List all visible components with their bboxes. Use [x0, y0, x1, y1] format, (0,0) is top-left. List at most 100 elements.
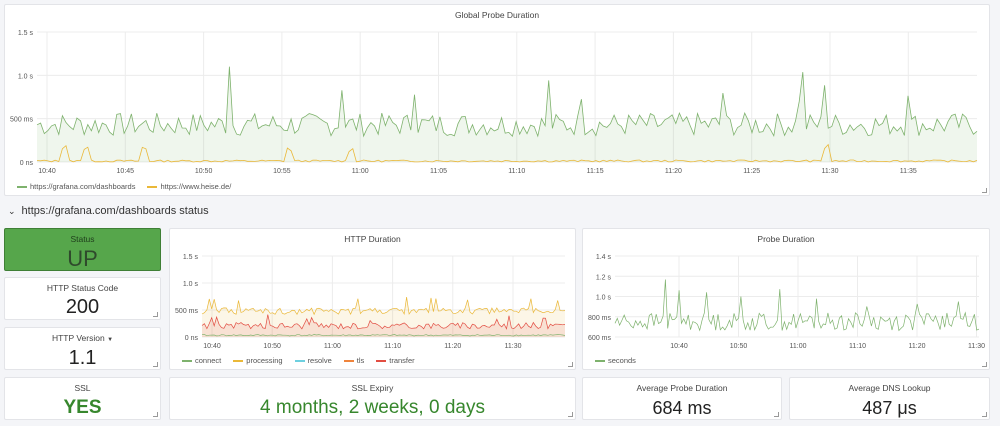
resize-handle[interactable]	[982, 188, 987, 193]
y-tick-label: 0 ns	[185, 335, 199, 342]
y-tick-label: 1.0 s	[183, 281, 199, 288]
x-tick-label: 11:25	[743, 168, 760, 175]
probe-duration-chart: 1.4 s 1.2 s 1.0 s 800 ms 600 ms 10:40 10:50 11:…	[588, 254, 985, 350]
x-tick-label: 10:50	[730, 343, 748, 350]
series-line-grafana	[36, 66, 978, 138]
y-tick-label: 1.0 s	[18, 73, 34, 80]
http-status-code-value: 200	[65, 296, 100, 318]
x-tick-label: 11:30	[822, 168, 839, 175]
x-tick-label: 11:20	[665, 168, 682, 175]
http-version-panel[interactable]: HTTP Version ▼ 1.1	[4, 327, 161, 370]
status-panel[interactable]: Status UP	[4, 228, 161, 271]
resize-handle[interactable]	[153, 362, 158, 367]
panel-title[interactable]: Probe Duration	[757, 234, 815, 244]
y-tick-label: 500 ms	[175, 308, 198, 315]
legend-item[interactable]: https://grafana.com/dashboards	[17, 182, 135, 191]
series-line-tls	[201, 314, 566, 330]
x-tick-label: 11:30	[968, 343, 985, 350]
panel-title[interactable]: HTTP Status Code	[46, 283, 119, 293]
ssl-value: YES	[63, 397, 102, 418]
x-tick-label: 11:15	[587, 168, 604, 175]
panel-title[interactable]: Global Probe Duration	[454, 10, 540, 20]
series-line-heise	[36, 143, 978, 163]
legend-item[interactable]: connect	[182, 356, 221, 365]
x-tick-label: 11:05	[430, 168, 447, 175]
series-area	[37, 66, 977, 162]
x-tick-label: 11:10	[849, 343, 866, 350]
x-tick-label: 11:10	[508, 168, 525, 175]
x-tick-label: 11:30	[505, 343, 522, 350]
series-area	[202, 297, 565, 337]
average-dns-lookup-value: 487 μs	[862, 398, 917, 418]
panel-title[interactable]: Average Probe Duration	[636, 383, 728, 393]
http-duration-panel[interactable]: HTTP Duration 1.5 s 1.0 s 500 ms 0 ns 10:40 1…	[169, 228, 576, 370]
y-tick-label: 1.4 s	[596, 254, 612, 261]
ssl-panel[interactable]: SSL YES	[4, 377, 161, 420]
panel-title[interactable]: SSL	[74, 383, 91, 393]
average-probe-duration-value: 684 ms	[652, 398, 712, 418]
panel-title[interactable]: Average DNS Lookup	[848, 383, 931, 393]
legend-item[interactable]: https://www.heise.de/	[147, 182, 231, 191]
panel-title[interactable]: HTTP Duration	[344, 234, 401, 244]
chart-legend: https://grafana.com/dashboards https://w…	[17, 182, 231, 191]
x-tick-label: 10:50	[263, 343, 281, 350]
y-tick-label: 0 ns	[20, 160, 34, 167]
panel-title: HTTP Version	[51, 333, 105, 343]
series-line-processing	[201, 297, 566, 316]
row-header[interactable]: ⌄ https://grafana.com/dashboards status	[8, 205, 209, 217]
x-tick-label: 11:10	[384, 343, 401, 350]
y-tick-label: 1.2 s	[596, 274, 612, 281]
resize-handle[interactable]	[153, 312, 158, 317]
panel-title-wrap[interactable]: HTTP Version ▼	[5, 333, 160, 343]
series-line-seconds	[614, 279, 980, 332]
panel-title[interactable]: SSL Expiry	[351, 383, 394, 393]
http-duration-chart: 1.5 s 1.0 s 500 ms 0 ns 10:40 10:50 11:00 11:10…	[175, 254, 566, 350]
legend-item[interactable]: transfer	[376, 356, 415, 365]
y-tick-label: 800 ms	[588, 315, 611, 322]
x-tick-label: 11:00	[352, 168, 369, 175]
resize-handle[interactable]	[568, 412, 573, 417]
http-version-value: 1.1	[68, 347, 97, 369]
chart-legend: seconds	[595, 356, 636, 365]
x-tick-label: 10:40	[38, 168, 56, 175]
x-tick-label: 10:40	[203, 343, 221, 350]
chart-legend: connect processing resolve tls transfer	[182, 356, 415, 365]
legend-item[interactable]: tls	[343, 356, 364, 365]
series-area	[202, 314, 565, 337]
y-tick-label: 1.5 s	[183, 254, 199, 261]
resize-handle[interactable]	[982, 362, 987, 367]
y-tick-label: 1.0 s	[596, 295, 612, 302]
x-tick-label: 10:50	[195, 168, 213, 175]
legend-item[interactable]: processing	[233, 356, 283, 365]
status-value: UP	[67, 246, 98, 271]
x-tick-label: 11:20	[909, 343, 926, 350]
y-tick-label: 1.5 s	[18, 30, 34, 37]
global-probe-chart: 1.5 s 1.0 s 500 ms 0 ns 10:40 10:45 10:50 10:55…	[10, 30, 978, 175]
legend-item[interactable]: seconds	[595, 356, 636, 365]
x-tick-label: 10:40	[670, 343, 688, 350]
ssl-expiry-panel[interactable]: SSL Expiry 4 months, 2 weeks, 0 days	[169, 377, 576, 420]
x-tick-label: 11:20	[444, 343, 461, 350]
chevron-down-icon: ⌄	[8, 205, 16, 216]
global-probe-duration-panel[interactable]: Global Probe Duration 1.5 s 1.0 s 500 ms 0 …	[4, 4, 990, 196]
probe-duration-panel[interactable]: Probe Duration 1.4 s 1.2 s 1.0 s 800 ms 600 …	[582, 228, 990, 370]
x-tick-label: 11:00	[790, 343, 807, 350]
resize-handle[interactable]	[774, 412, 779, 417]
average-dns-lookup-panel[interactable]: Average DNS Lookup 487 μs	[789, 377, 990, 420]
x-tick-label: 11:35	[900, 168, 917, 175]
ssl-expiry-value: 4 months, 2 weeks, 0 days	[260, 397, 485, 418]
series-line-connect	[201, 334, 566, 337]
panel-title[interactable]: Status	[70, 234, 95, 244]
resize-handle[interactable]	[568, 362, 573, 367]
average-probe-duration-panel[interactable]: Average Probe Duration 684 ms	[582, 377, 782, 420]
resize-handle[interactable]	[982, 412, 987, 417]
x-tick-label: 10:55	[273, 168, 291, 175]
y-tick-label: 600 ms	[588, 335, 611, 342]
legend-item[interactable]: resolve	[294, 356, 332, 365]
resize-handle[interactable]	[153, 412, 158, 417]
http-status-code-panel[interactable]: HTTP Status Code 200	[4, 277, 161, 320]
y-tick-label: 500 ms	[10, 117, 33, 124]
row-title: https://grafana.com/dashboards status	[21, 205, 209, 217]
caret-down-icon[interactable]: ▼	[107, 337, 114, 343]
x-tick-label: 10:45	[117, 168, 135, 175]
